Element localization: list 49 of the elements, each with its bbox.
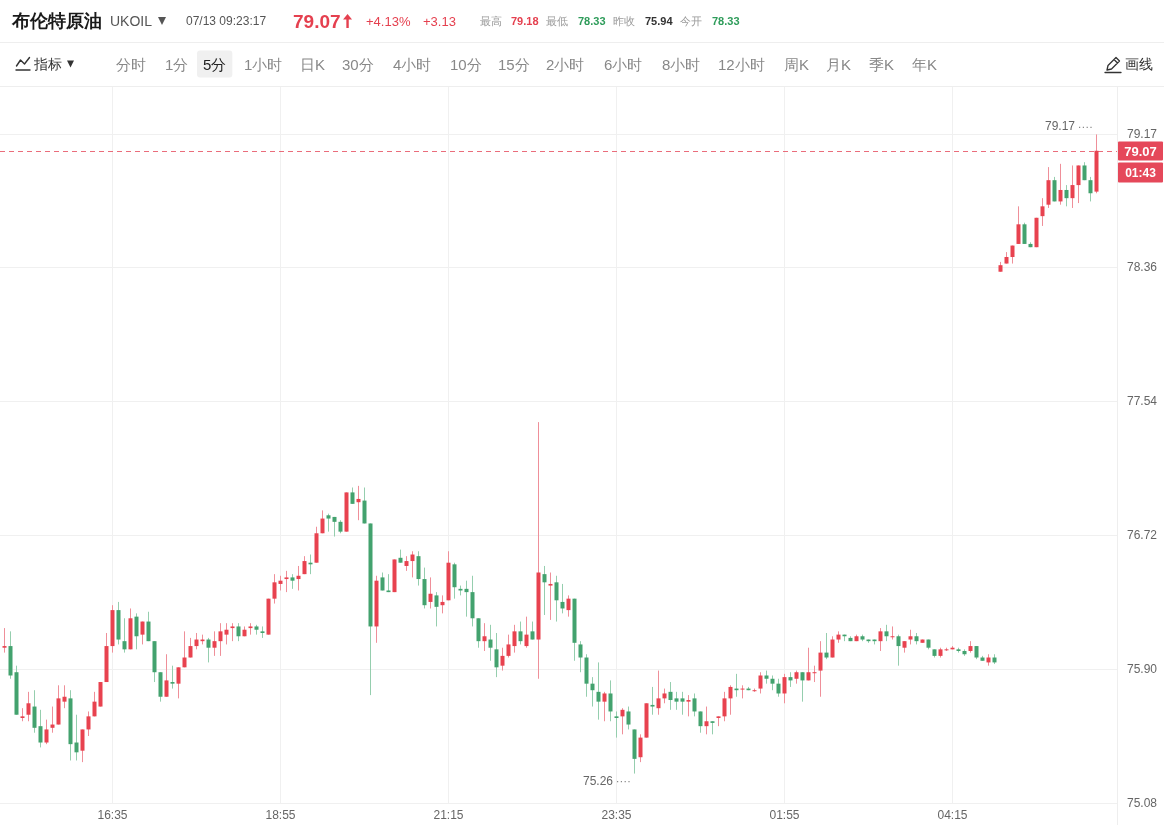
text: 8小时: [662, 55, 701, 73]
text: +3.13: [423, 13, 456, 29]
y-tick-label: 79.17: [1127, 127, 1158, 142]
text: 画线: [1125, 56, 1153, 72]
text: 75.94: [645, 15, 674, 27]
text: 07/13 09:23:17: [186, 14, 267, 28]
x-tick-label: 21:15: [433, 808, 464, 822]
ref-line-label: 79.07: [1124, 143, 1157, 159]
text: 分时: [116, 55, 146, 73]
text: +4.13%: [366, 13, 411, 29]
x-tick-label: 16:35: [97, 808, 128, 822]
text: 年K: [912, 55, 938, 73]
y-tick-label: 78.36: [1127, 259, 1158, 274]
text: 1小时: [244, 55, 283, 73]
text: 78.33: [578, 15, 606, 27]
x-tick-label: 18:55: [265, 808, 296, 822]
text: 79.18: [511, 15, 539, 27]
text: 10分: [450, 55, 482, 73]
text: 1分: [165, 55, 189, 73]
text: 12小时: [718, 55, 765, 73]
y-tick-label: 77.54: [1127, 393, 1158, 408]
text: 01:43: [1125, 165, 1157, 180]
text: 季K: [869, 55, 895, 73]
text: 79.07: [293, 10, 341, 32]
text: 最低: [546, 15, 568, 27]
y-tick-label: 75.08: [1127, 796, 1158, 810]
text: 30分: [342, 55, 374, 73]
y-tick-label: 76.72: [1127, 527, 1158, 542]
extreme-label: 79.17: [1044, 119, 1075, 134]
text: 5分: [203, 55, 227, 73]
text: 15分: [498, 55, 530, 73]
x-tick-label: 04:15: [937, 808, 968, 822]
extreme-label: 75.26: [582, 773, 613, 788]
x-tick-label: 23:35: [601, 808, 632, 822]
text: 2小时: [546, 55, 585, 73]
text: 指标: [33, 56, 62, 72]
text: 4小时: [393, 55, 432, 73]
subtitle: UKOIL: [110, 13, 152, 29]
x-tick-label: 01:55: [769, 808, 800, 822]
text: 78.33: [712, 15, 740, 27]
text: 6小时: [604, 55, 643, 73]
text: 周K: [784, 55, 810, 73]
text: 最高: [480, 15, 502, 27]
title: 布伦特原油: [12, 11, 102, 31]
text: 昨收: [613, 15, 635, 27]
text: 日K: [300, 55, 326, 73]
y-tick-label: 75.90: [1127, 661, 1158, 676]
text: 今开: [680, 15, 702, 27]
text: 月K: [826, 55, 852, 73]
